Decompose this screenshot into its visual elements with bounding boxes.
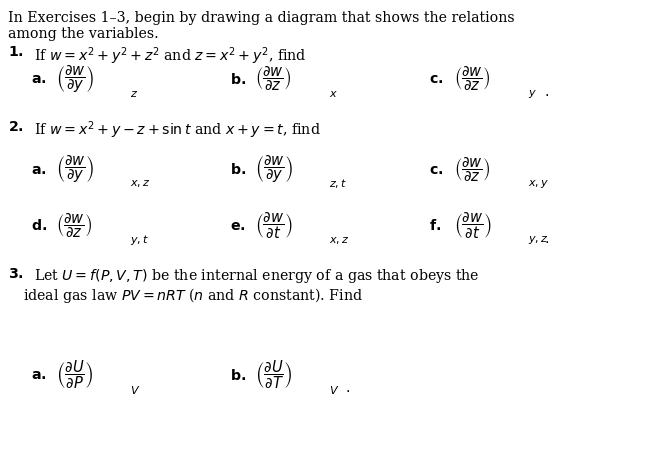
Text: .: .: [544, 232, 549, 245]
Text: $x, y$: $x, y$: [528, 178, 550, 189]
Text: In Exercises 1–3, begin by drawing a diagram that shows the relations: In Exercises 1–3, begin by drawing a dia…: [8, 11, 515, 25]
Text: $\mathbf{f.}$: $\mathbf{f.}$: [429, 218, 441, 233]
Text: $x$: $x$: [329, 88, 338, 98]
Text: $\mathbf{e.}$: $\mathbf{e.}$: [230, 219, 246, 232]
Text: $\mathbf{a.}$: $\mathbf{a.}$: [31, 72, 47, 86]
Text: $\mathbf{a.}$: $\mathbf{a.}$: [31, 368, 47, 381]
Text: .: .: [345, 381, 350, 394]
Text: $z$: $z$: [130, 88, 138, 98]
Text: $\mathbf{a.}$: $\mathbf{a.}$: [31, 162, 47, 176]
Text: $\mathbf{b.}$: $\mathbf{b.}$: [230, 161, 246, 177]
Text: $\mathbf{1.}$: $\mathbf{1.}$: [8, 45, 23, 59]
Text: $\left(\dfrac{\partial w}{\partial z}\right)$: $\left(\dfrac{\partial w}{\partial z}\ri…: [56, 211, 92, 240]
Text: $\mathbf{d.}$: $\mathbf{d.}$: [31, 218, 47, 233]
Text: If $w = x^2 + y^2 + z^2$ and $z = x^2 + y^2$, find: If $w = x^2 + y^2 + z^2$ and $z = x^2 + …: [34, 45, 307, 67]
Text: $\left(\dfrac{\partial w}{\partial z}\right)$: $\left(\dfrac{\partial w}{\partial z}\ri…: [454, 64, 490, 93]
Text: $V$: $V$: [329, 383, 340, 395]
Text: $\left(\dfrac{\partial w}{\partial z}\right)$: $\left(\dfrac{\partial w}{\partial z}\ri…: [454, 155, 490, 184]
Text: $x, z$: $x, z$: [130, 178, 151, 189]
Text: $\left(\dfrac{\partial U}{\partial P}\right)$: $\left(\dfrac{\partial U}{\partial P}\ri…: [56, 358, 93, 391]
Text: $y$: $y$: [528, 87, 537, 99]
Text: $z, t$: $z, t$: [329, 177, 347, 190]
Text: If $w = x^2 + y - z + \sin t$ and $x + y = t$, find: If $w = x^2 + y - z + \sin t$ and $x + y…: [34, 120, 321, 141]
Text: $y, z$: $y, z$: [528, 234, 549, 246]
Text: $\left(\dfrac{\partial w}{\partial y}\right)$: $\left(\dfrac{\partial w}{\partial y}\ri…: [56, 153, 94, 185]
Text: ideal gas law $PV = nRT$ ($n$ and $R$ constant). Find: ideal gas law $PV = nRT$ ($n$ and $R$ co…: [23, 285, 364, 304]
Text: $\mathbf{c.}$: $\mathbf{c.}$: [429, 72, 443, 86]
Text: $\left(\dfrac{\partial w}{\partial t}\right)$: $\left(\dfrac{\partial w}{\partial t}\ri…: [255, 210, 292, 241]
Text: $\mathbf{3.}$: $\mathbf{3.}$: [8, 266, 23, 280]
Text: $\left(\dfrac{\partial w}{\partial z}\right)$: $\left(\dfrac{\partial w}{\partial z}\ri…: [255, 64, 291, 93]
Text: $\mathbf{b.}$: $\mathbf{b.}$: [230, 367, 246, 382]
Text: Let $U = f(P, V, T)$ be the internal energy of a gas that obeys the: Let $U = f(P, V, T)$ be the internal ene…: [34, 266, 480, 284]
Text: $\left(\dfrac{\partial w}{\partial y}\right)$: $\left(\dfrac{\partial w}{\partial y}\ri…: [56, 63, 94, 95]
Text: $\mathbf{c.}$: $\mathbf{c.}$: [429, 162, 443, 176]
Text: $\left(\dfrac{\partial w}{\partial t}\right)$: $\left(\dfrac{\partial w}{\partial t}\ri…: [454, 210, 491, 241]
Text: among the variables.: among the variables.: [8, 27, 159, 41]
Text: $\mathbf{b.}$: $\mathbf{b.}$: [230, 71, 246, 87]
Text: $x, z$: $x, z$: [329, 235, 350, 245]
Text: $V$: $V$: [130, 383, 141, 395]
Text: $y, t$: $y, t$: [130, 233, 150, 247]
Text: $\left(\dfrac{\partial w}{\partial y}\right)$: $\left(\dfrac{\partial w}{\partial y}\ri…: [255, 153, 293, 185]
Text: .: .: [544, 85, 549, 99]
Text: $\left(\dfrac{\partial U}{\partial T}\right)$: $\left(\dfrac{\partial U}{\partial T}\ri…: [255, 358, 292, 391]
Text: $\mathbf{2.}$: $\mathbf{2.}$: [8, 120, 23, 133]
